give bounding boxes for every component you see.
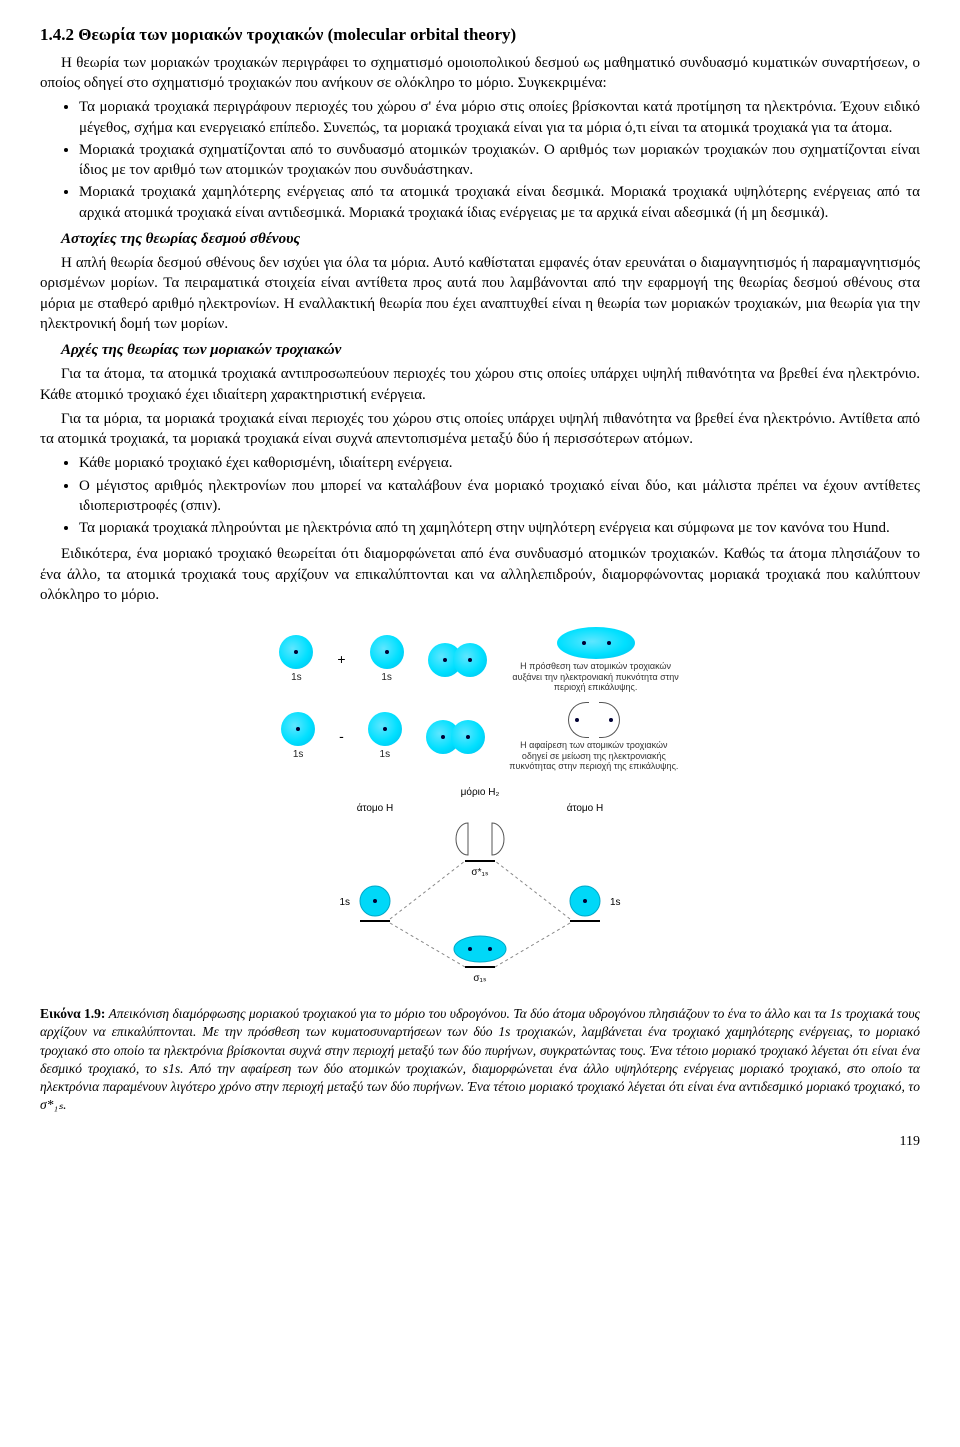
bonding-orbital-icon <box>454 936 506 962</box>
bullet-item: Τα μοριακά τροχιακά πληρούνται με ηλεκτρ… <box>79 518 920 538</box>
sigma-star-label: σ*₁ₛ <box>471 867 488 878</box>
paragraph-molecules: Για τα μόρια, τα μοριακά τροχιακά είναι … <box>40 409 920 450</box>
figure-caption: Εικόνα 1.9: Απεικόνιση διαμόρφωσης μορια… <box>40 1005 920 1114</box>
orbital-1s-icon <box>370 635 404 669</box>
bullet-item: Μοριακά τροχιακά σχηματίζονται από το συ… <box>79 140 920 181</box>
figure-row-addition: 1s + 1s Η πρόσθεση των ατομικών τροχιακώ… <box>40 627 920 692</box>
section-title: 1.4.2 Θεωρία των μοριακών τροχιακών (mol… <box>40 24 920 47</box>
orbital-1s-icon <box>279 635 313 669</box>
bullet-list-1: Τα μοριακά τροχιακά περιγράφουν περιοχές… <box>40 97 920 223</box>
antibonding-orbital-icon <box>568 702 620 738</box>
page-number: 119 <box>40 1133 920 1152</box>
bullet-item: Τα μοριακά τροχιακά περιγράφουν περιοχές… <box>79 97 920 138</box>
paragraph-failures: Η απλή θεωρία δεσμού σθένους δεν ισχύει … <box>40 253 920 334</box>
intro-paragraph: Η θεωρία των μοριακών τροχιακών περιγράφ… <box>40 53 920 94</box>
figure-row-subtraction: 1s - 1s Η αφαίρεση των ατομικών τροχιακώ… <box>40 702 920 771</box>
subheading-principles: Αρχές της θεωρίας των μοριακών τροχιακών <box>40 340 920 360</box>
orbital-1s-icon <box>281 712 315 746</box>
mo-diagram: μόριο H₂ άτομο Η άτομο Η σ*₁ₛ 1s 1s σ₁ₛ <box>320 781 640 991</box>
orbital-label: 1s <box>381 671 392 685</box>
mo-atom-right-label: άτομο Η <box>567 802 603 814</box>
subheading-failures: Αστοχίες της θεωρίας δεσμού σθένους <box>40 229 920 249</box>
one-s-right-label: 1s <box>610 897 621 908</box>
plus-icon: + <box>337 650 345 669</box>
paragraph-atoms: Για τα άτομα, τα ατομικά τροχιακά αντιπρ… <box>40 364 920 405</box>
bullet-item: Μοριακά τροχιακά χαμηλότερης ενέργειας α… <box>79 182 920 223</box>
bullet-item: Ο μέγιστος αριθμός ηλεκτρονίων που μπορε… <box>79 476 920 517</box>
caption-body: Απεικόνιση διαμόρφωσης μοριακού τροχιακο… <box>40 1006 920 1112</box>
orbital-label: 1s <box>291 671 302 685</box>
orbital-1s-icon <box>368 712 402 746</box>
paragraph-combination: Ειδικότερα, ένα μοριακό τροχιακό θεωρείτ… <box>40 544 920 605</box>
overlap-orbitals-icon <box>426 720 485 754</box>
orbital-label: 1s <box>380 748 391 762</box>
orbital-label: 1s <box>293 748 304 762</box>
bonding-orbital-icon <box>557 627 635 659</box>
antibonding-lobe-icon <box>456 823 468 855</box>
mo-atom-left-label: άτομο Η <box>357 802 393 814</box>
sigma-label: σ₁ₛ <box>473 973 487 984</box>
bullet-item: Κάθε μοριακό τροχιακό έχει καθορισμένη, … <box>79 453 920 473</box>
overlap-orbitals-icon <box>428 643 487 677</box>
figure-caption-subtraction: Η αφαίρεση των ατομικών τροχιακών οδηγεί… <box>509 740 679 771</box>
figure-1-9: 1s + 1s Η πρόσθεση των ατομικών τροχιακώ… <box>40 627 920 991</box>
figure-caption-addition: Η πρόσθεση των ατομικών τροχιακών αυξάνε… <box>511 661 681 692</box>
one-s-left-label: 1s <box>339 897 350 908</box>
caption-lead: Εικόνα 1.9: <box>40 1006 105 1021</box>
bullet-list-2: Κάθε μοριακό τροχιακό έχει καθορισμένη, … <box>40 453 920 538</box>
minus-icon: - <box>339 727 344 746</box>
antibonding-lobe-icon <box>492 823 504 855</box>
mo-top-label: μόριο H₂ <box>461 786 500 798</box>
